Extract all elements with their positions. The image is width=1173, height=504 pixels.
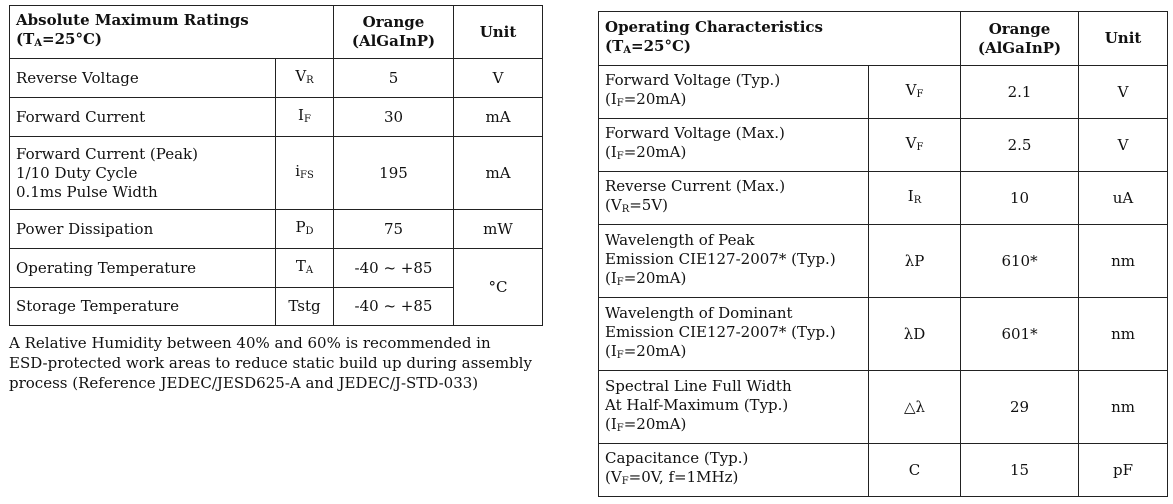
humidity-note: A Relative Humidity between 40% and 60% …: [9, 334, 532, 392]
table-row: Forward Current (Peak) 1/10 Duty Cycle 0…: [9, 136, 543, 210]
symbol-cell: λP: [867, 224, 962, 298]
symbol-cell: TA: [275, 248, 334, 288]
table-row: Forward Voltage (Max.) (IF=20mA) VF 2.5 …: [598, 118, 1169, 172]
table-row: Power Dissipation PD 75 mW: [9, 209, 543, 249]
table-row: Forward Voltage (Typ.) (IF=20mA) VF 2.1 …: [598, 65, 1169, 119]
unit-cell-merged: °C: [453, 248, 543, 326]
absolute-maximum-ratings-table: Absolute Maximum Ratings (TA=25°C) Orang…: [9, 5, 543, 326]
test-condition: (IF=20mA): [605, 90, 687, 109]
param-cell: Capacitance (Typ.) (VF=0V, f=1MHz): [598, 443, 869, 497]
value-cell: 2.1: [960, 65, 1080, 119]
unit-cell: mA: [453, 97, 543, 137]
value-cell: 195: [333, 136, 454, 210]
value-cell: 5: [333, 58, 454, 98]
table-row: Spectral Line Full Width At Half-Maximum…: [598, 370, 1169, 444]
symbol-cell: VR: [275, 58, 334, 98]
value-cell: -40 ~ +85: [333, 248, 454, 288]
test-condition: (IF=20mA): [605, 341, 687, 361]
symbol-cell: λD: [867, 297, 962, 371]
table-row: Wavelength of Dominant Emission CIE127-2…: [598, 297, 1169, 371]
param-cell: Power Dissipation: [9, 209, 276, 249]
unit-cell: pF: [1078, 443, 1169, 497]
symbol-cell: iFS: [275, 136, 334, 210]
unit-cell: V: [453, 58, 543, 98]
param-cell: Forward Current (Peak) 1/10 Duty Cycle 0…: [9, 136, 276, 210]
param-cell: Forward Voltage (Typ.) (IF=20mA): [598, 65, 869, 119]
unit-cell: V: [1078, 118, 1169, 172]
operating-characteristics-table: Operating Characteristics (TA=25°C) Oran…: [597, 11, 1169, 497]
table-title: Operating Characteristics: [605, 17, 824, 36]
test-condition: (IF=20mA): [605, 143, 687, 162]
unit-cell: nm: [1078, 370, 1169, 444]
symbol-cell: IF: [275, 97, 334, 137]
table-condition: (TA=25°C): [16, 30, 103, 49]
param-cell: Forward Current: [9, 97, 276, 137]
unit-cell: uA: [1078, 171, 1169, 225]
value-cell: 30: [333, 97, 454, 137]
param-cell: Storage Temperature: [9, 287, 276, 326]
header-unit-cell: Unit: [453, 5, 543, 59]
table-header-row: Operating Characteristics (TA=25°C) Oran…: [597, 11, 1169, 66]
unit-cell: V: [1078, 65, 1169, 119]
table-row: Storage Temperature Tstg -40 ~ +85: [9, 287, 543, 326]
table-title: Absolute Maximum Ratings: [16, 11, 249, 29]
value-cell: 29: [960, 370, 1080, 444]
param-cell: Wavelength of Peak Emission CIE127-2007*…: [598, 224, 869, 298]
param-cell: Operating Temperature: [9, 248, 276, 288]
symbol-cell: PD: [275, 209, 334, 249]
param-cell: Spectral Line Full Width At Half-Maximum…: [598, 370, 869, 444]
table-row: Reverse Voltage VR 5 V: [9, 58, 543, 98]
symbol-cell: Tstg: [275, 287, 334, 326]
param-cell: Reverse Voltage: [9, 58, 276, 98]
unit-cell: mA: [453, 136, 543, 210]
value-cell: 15: [960, 443, 1080, 497]
unit-cell: mW: [453, 209, 543, 249]
value-cell: 2.5: [960, 118, 1080, 172]
symbol-cell: VF: [867, 118, 962, 172]
value-cell: -40 ~ +85: [333, 287, 454, 326]
table-row: Reverse Current (Max.) (VR=5V) IR 10 uA: [598, 171, 1169, 225]
value-cell: 75: [333, 209, 454, 249]
param-cell: Forward Voltage (Max.) (IF=20mA): [598, 118, 869, 172]
test-condition: (IF=20mA): [605, 414, 687, 434]
symbol-cell: VF: [867, 65, 962, 119]
symbol-cell: IR: [867, 171, 962, 225]
test-condition: (VR=5V): [605, 196, 669, 215]
param-cell: Reverse Current (Max.) (VR=5V): [598, 171, 869, 225]
unit-cell: nm: [1078, 224, 1169, 298]
symbol-cell: △λ: [867, 370, 962, 444]
table-row: Operating Temperature TA -40 ~ +85 °C: [9, 248, 543, 326]
table-row: Forward Current IF 30 mA: [9, 97, 543, 137]
value-cell: 601*: [960, 297, 1080, 371]
test-condition: (IF=20mA): [605, 268, 687, 288]
header-orange-cell: Orange (AlGaInP): [333, 5, 454, 59]
table-header-row: Absolute Maximum Ratings (TA=25°C) Orang…: [9, 5, 543, 59]
symbol-cell: C: [867, 443, 962, 497]
header-title-cell: Operating Characteristics (TA=25°C): [597, 11, 962, 66]
header-unit-cell: Unit: [1078, 11, 1169, 66]
table-row: Capacitance (Typ.) (VF=0V, f=1MHz) C 15 …: [598, 443, 1169, 497]
header-title-cell: Absolute Maximum Ratings (TA=25°C): [9, 5, 334, 59]
value-cell: 10: [960, 171, 1080, 225]
unit-cell: nm: [1078, 297, 1169, 371]
value-cell: 610*: [960, 224, 1080, 298]
table-condition: (TA=25°C): [605, 36, 692, 56]
table-row: Wavelength of Peak Emission CIE127-2007*…: [598, 224, 1169, 298]
param-cell: Wavelength of Dominant Emission CIE127-2…: [598, 297, 869, 371]
header-orange-cell: Orange (AlGaInP): [960, 11, 1080, 66]
test-condition: (VF=0V, f=1MHz): [605, 468, 739, 487]
